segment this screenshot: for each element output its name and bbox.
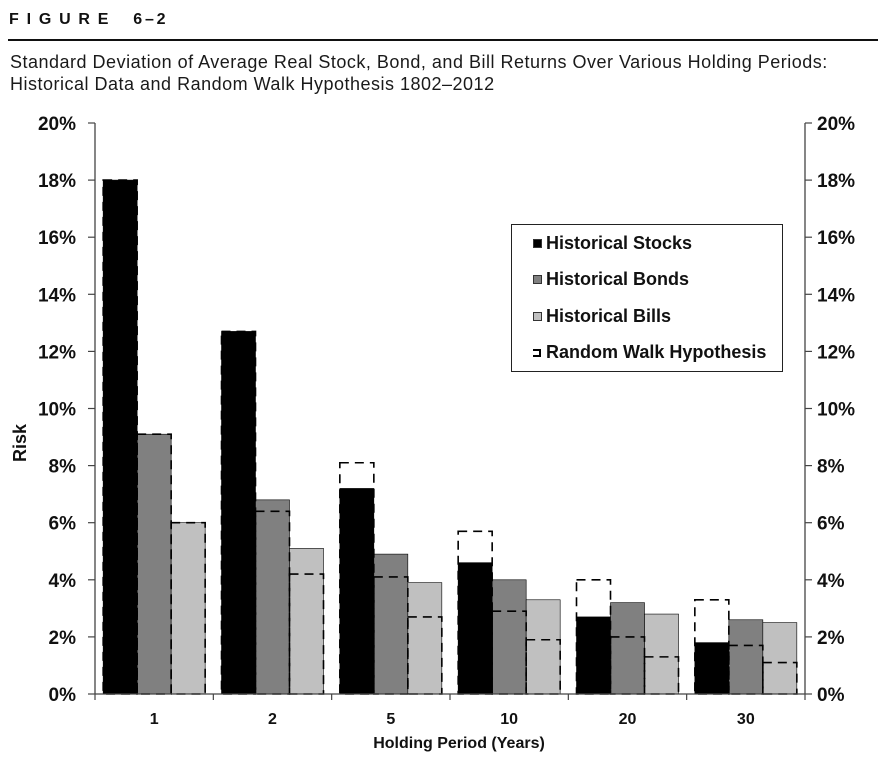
y-tick-label-left: 18% xyxy=(38,171,76,192)
tick-labels-layer: 0% 0% 2% 2% 4% 4% 6% 6% 8% 8% 10% 10% 12% 12% 14% 14% 16… xyxy=(38,114,855,728)
y-tick-label-left: 16% xyxy=(38,228,76,249)
bar-historical-bills-2 xyxy=(289,548,324,695)
y-tick-label-right: 0% xyxy=(817,685,845,706)
figure-label-word: FIGURE xyxy=(9,11,117,28)
legend-swatch-random-walk-icon xyxy=(533,348,541,357)
random-walk-outline-historical-bonds-10 xyxy=(491,610,527,695)
x-tick-label: 1 xyxy=(150,711,159,728)
random-walk-outline-historical-bonds-1 xyxy=(136,433,172,695)
y-tick-label-right: 14% xyxy=(817,285,855,306)
bar-historical-bonds-30 xyxy=(728,619,764,695)
x-tick-label: 5 xyxy=(386,711,395,728)
y-tick-label-left: 0% xyxy=(49,685,77,706)
random-walk-outline-historical-bills-1 xyxy=(170,521,206,695)
bar-historical-stocks-20 xyxy=(576,616,611,695)
y-tick-label-right: 4% xyxy=(817,571,845,592)
y-tick-label-left: 6% xyxy=(49,514,77,535)
random-walk-outline-historical-stocks-1 xyxy=(102,179,138,695)
bar-historical-stocks-2 xyxy=(221,331,256,695)
bar-historical-bills-30 xyxy=(762,622,798,695)
y-axis-title: Risk xyxy=(10,423,30,462)
y-tick-label-right: 2% xyxy=(817,628,845,649)
bars-layer xyxy=(102,179,798,695)
y-tick-label-left: 14% xyxy=(38,285,76,306)
legend-item-random-walk: Random Walk Hypothesis xyxy=(512,335,782,372)
x-axis-title: Holding Period (Years) xyxy=(373,735,545,752)
figure-label: FIGURE 6–2 xyxy=(9,12,168,28)
bar-historical-stocks-1 xyxy=(102,179,138,695)
y-tick-label-right: 10% xyxy=(817,400,855,421)
bar-historical-stocks-10 xyxy=(457,562,493,695)
legend-swatch-bonds-icon xyxy=(533,275,542,285)
bar-historical-bills-1 xyxy=(170,522,206,695)
x-tick-label: 20 xyxy=(619,711,637,728)
legend-label: Historical Bonds xyxy=(546,269,690,290)
y-tick-label-left: 12% xyxy=(38,342,76,363)
y-tick-label-right: 8% xyxy=(817,457,845,478)
y-tick-label-right: 6% xyxy=(817,514,845,535)
random-walk-layer xyxy=(102,179,798,695)
x-tick-label: 30 xyxy=(737,711,755,728)
figure-label-number: 6–2 xyxy=(133,11,169,28)
bar-historical-bills-20 xyxy=(644,613,679,695)
legend-label: Historical Stocks xyxy=(546,232,693,253)
y-tick-label-right: 18% xyxy=(817,171,855,192)
legend-item-historical-stocks: Historical Stocks xyxy=(512,225,782,262)
random-walk-outline-historical-bills-20 xyxy=(643,656,680,695)
bar-historical-bills-10 xyxy=(525,599,561,695)
chart-title-line-1: Standard Deviation of Average Real Stock… xyxy=(10,52,828,72)
x-tick-label: 2 xyxy=(268,711,277,728)
legend-swatch-stocks-icon xyxy=(533,238,542,248)
bar-historical-stocks-5 xyxy=(339,488,375,695)
random-walk-outline-historical-stocks-30 xyxy=(694,598,730,695)
bar-historical-stocks-30 xyxy=(694,642,730,695)
y-tick-label-left: 4% xyxy=(49,571,77,592)
legend-item-historical-bills: Historical Bills xyxy=(512,298,782,335)
y-tick-label-left: 2% xyxy=(49,628,77,649)
legend-item-historical-bonds: Historical Bonds xyxy=(512,262,782,299)
legend-label: Random Walk Hypothesis xyxy=(546,342,767,363)
x-tick-label: 10 xyxy=(500,711,518,728)
y-tick-label-right: 16% xyxy=(817,228,855,249)
y-tick-label-left: 20% xyxy=(38,114,76,135)
bar-historical-bonds-2 xyxy=(255,499,290,695)
header-rule xyxy=(8,39,878,41)
y-tick-label-left: 10% xyxy=(38,400,76,421)
y-tick-label-right: 12% xyxy=(817,342,855,363)
legend-label: Historical Bills xyxy=(546,305,672,326)
legend-swatch-bills-icon xyxy=(533,311,542,321)
bar-historical-bills-5 xyxy=(407,582,443,695)
y-tick-label-right: 20% xyxy=(817,114,855,135)
chart-title: Standard Deviation of Average Real Stock… xyxy=(10,51,828,95)
bar-historical-bonds-5 xyxy=(373,553,409,695)
bar-historical-bonds-20 xyxy=(610,602,645,695)
random-walk-outline-historical-stocks-5 xyxy=(339,461,375,695)
random-walk-outline-historical-bonds-30 xyxy=(728,644,764,695)
bar-historical-bonds-1 xyxy=(136,433,172,695)
y-tick-label-left: 8% xyxy=(49,457,77,478)
chart-legend: Historical Stocks Historical Bonds Histo… xyxy=(511,224,783,372)
chart-title-line-2: Historical Data and Random Walk Hypothes… xyxy=(10,74,495,94)
ticks-layer xyxy=(88,122,812,700)
bar-historical-bonds-10 xyxy=(491,579,527,695)
